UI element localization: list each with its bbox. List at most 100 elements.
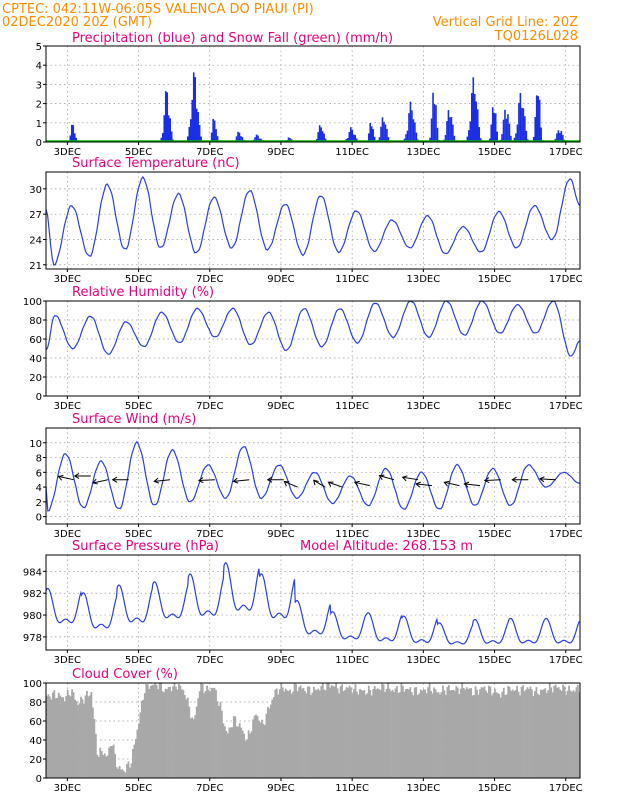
cloud-bar bbox=[326, 683, 329, 778]
cloud-bar bbox=[462, 688, 465, 778]
cloud-bar bbox=[78, 703, 81, 778]
cloud-bar bbox=[124, 772, 127, 778]
precip-bar bbox=[478, 127, 481, 142]
cloud-bar bbox=[111, 745, 114, 778]
cloud-bar bbox=[221, 710, 223, 778]
precip-bar bbox=[406, 130, 409, 142]
cloud-bar bbox=[75, 701, 78, 778]
wind-arrow-head bbox=[57, 474, 64, 481]
cloud-bar bbox=[244, 740, 247, 778]
precip-bar bbox=[73, 133, 76, 142]
cloud-bar bbox=[237, 726, 240, 778]
wind-arrow-head bbox=[313, 479, 319, 486]
cloud-bar bbox=[210, 687, 213, 778]
y-tick-label: 60 bbox=[29, 335, 42, 346]
precip-bar bbox=[186, 136, 189, 142]
precip-bar bbox=[238, 132, 241, 142]
cloud-bar bbox=[212, 688, 214, 778]
cloud-bar bbox=[381, 683, 384, 778]
cloud-bar bbox=[155, 684, 158, 778]
cloud-bar bbox=[218, 706, 220, 778]
cloud-bar bbox=[452, 689, 455, 778]
cloud-bar bbox=[148, 688, 151, 778]
cloud-bar bbox=[422, 689, 425, 778]
x-tick-label: 11DEC bbox=[335, 529, 369, 540]
cloud-bar bbox=[523, 691, 526, 778]
y-tick-label: 984 bbox=[23, 567, 42, 578]
cloud-bar bbox=[151, 684, 154, 778]
cloud-bar bbox=[167, 687, 170, 778]
precipitation-panel: Precipitation (blue) and Snow Fall (gree… bbox=[36, 31, 583, 158]
precip-bar bbox=[535, 95, 538, 142]
cloud-bar bbox=[149, 685, 152, 778]
cloud-bar bbox=[382, 684, 385, 778]
precip-bar bbox=[255, 134, 258, 142]
cloud-bar bbox=[54, 698, 57, 778]
x-tick-label: 5DEC bbox=[125, 655, 152, 666]
cloud-bar bbox=[118, 766, 121, 778]
cloud-bar bbox=[89, 695, 91, 778]
precip-bar bbox=[430, 118, 433, 142]
header-model-code: TQ0126L028 bbox=[494, 29, 578, 44]
cloud-bar bbox=[176, 689, 179, 778]
y-tick-label: 8 bbox=[36, 454, 42, 465]
precip-bar bbox=[452, 124, 454, 142]
plot-frame bbox=[45, 427, 581, 525]
precip-bar bbox=[502, 119, 505, 142]
precip-bar bbox=[383, 121, 385, 142]
y-tick-label: 80 bbox=[29, 316, 42, 327]
y-tick-label: 0 bbox=[36, 513, 42, 524]
cloud-bar bbox=[541, 690, 544, 778]
cloud-bar bbox=[396, 686, 398, 778]
cloud-bar bbox=[213, 687, 216, 778]
cloud-bar bbox=[445, 694, 447, 778]
precipitation-title: Precipitation (blue) and Snow Fall (gree… bbox=[72, 31, 393, 46]
precip-bar bbox=[507, 114, 509, 142]
y-tick-label: 100 bbox=[23, 297, 42, 308]
x-tick-label: 15DEC bbox=[478, 274, 512, 285]
cloud-bar bbox=[436, 692, 438, 778]
cloud-bar bbox=[135, 738, 137, 778]
cloud-bar bbox=[404, 689, 407, 778]
cloud-bar bbox=[476, 689, 478, 778]
cloud-bar bbox=[321, 683, 324, 778]
cloud-bar bbox=[351, 693, 354, 778]
cloud-bar bbox=[425, 693, 428, 778]
precip-bar bbox=[216, 136, 219, 142]
cloud-bar bbox=[170, 691, 173, 778]
cloud-bar bbox=[354, 684, 357, 778]
cloud-bar bbox=[249, 733, 251, 778]
wind-arrow-head bbox=[378, 474, 385, 481]
wind-arrow bbox=[284, 481, 298, 488]
cloud-bar bbox=[77, 705, 79, 778]
cloud-bar bbox=[361, 690, 364, 778]
cloud-bar bbox=[160, 683, 162, 778]
precip-bar bbox=[557, 130, 560, 142]
precip-bar bbox=[170, 131, 173, 142]
cloud-bar bbox=[271, 699, 274, 778]
cloud-bar bbox=[473, 695, 475, 778]
cloud-bar bbox=[450, 690, 453, 778]
cloud-bar bbox=[578, 692, 581, 778]
cloud-bar bbox=[81, 699, 84, 778]
cloud-bar bbox=[341, 684, 343, 778]
cloud-bar bbox=[308, 686, 311, 778]
cloud-bar bbox=[391, 689, 394, 778]
wind-arrow-head bbox=[232, 477, 239, 484]
y-tick-label: 980 bbox=[23, 611, 42, 622]
cloud-bar bbox=[243, 733, 246, 778]
x-tick-label: 13DEC bbox=[406, 401, 440, 412]
cloud-bar bbox=[200, 683, 203, 778]
cloud-bar bbox=[491, 695, 493, 778]
cloud-bar bbox=[278, 689, 281, 778]
y-tick-label: 27 bbox=[29, 210, 42, 221]
precip-bar bbox=[522, 108, 525, 142]
precip-bar bbox=[163, 115, 166, 142]
wind-arrow-head bbox=[415, 481, 421, 488]
cloud-bar bbox=[548, 683, 551, 778]
cloud-bar bbox=[480, 687, 483, 778]
cloud-bar bbox=[402, 685, 404, 778]
x-tick-label: 9DEC bbox=[267, 783, 294, 794]
precip-bar bbox=[521, 107, 523, 142]
cloud-bar bbox=[102, 755, 105, 778]
